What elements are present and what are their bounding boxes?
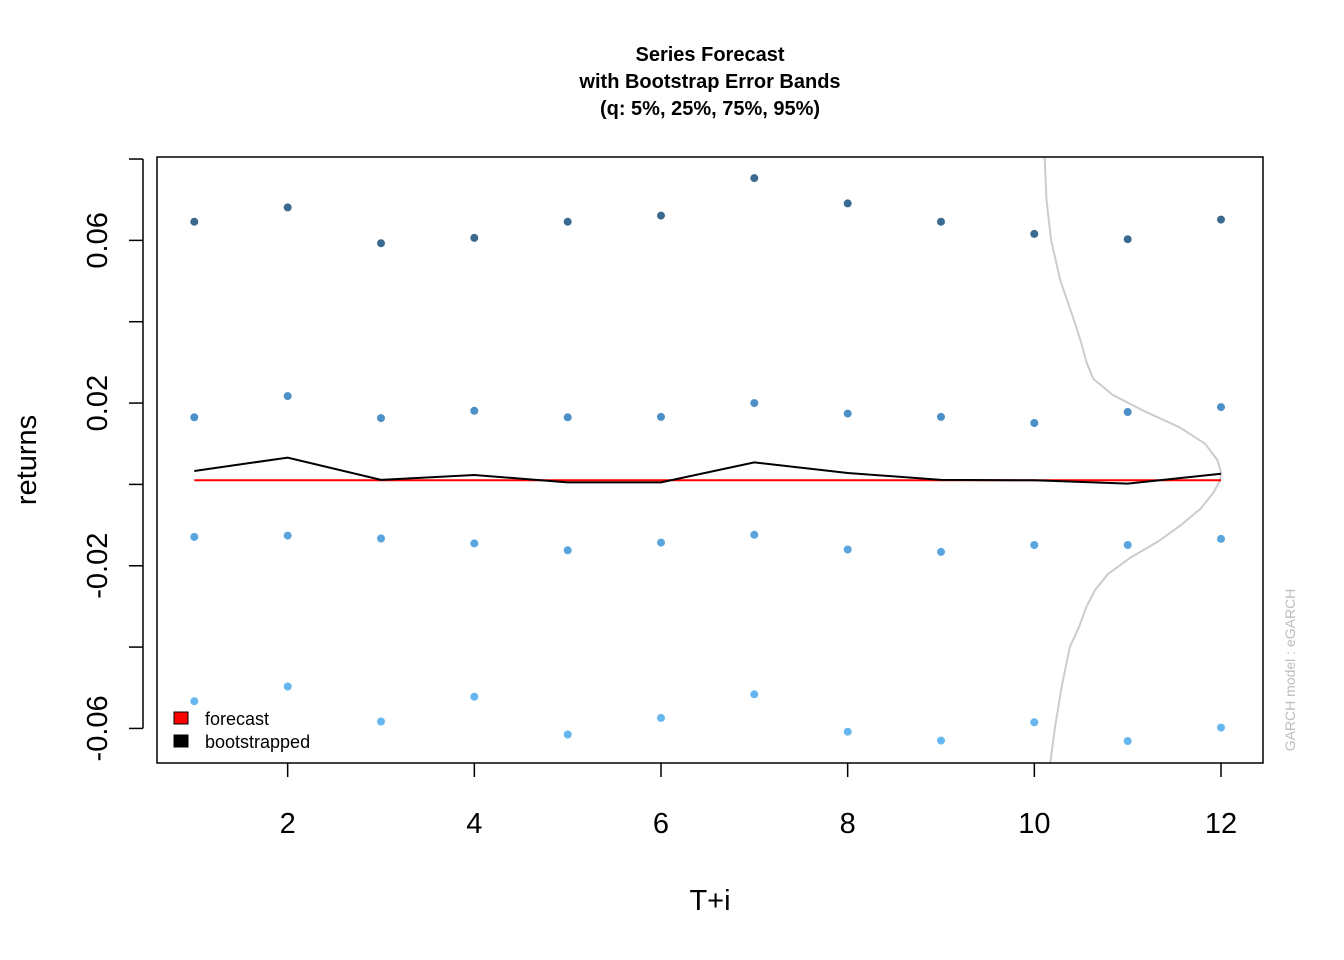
quantile-point-2-2 [283,392,292,401]
quantile-point-4-4 [470,692,479,701]
quantile-point-1-9 [937,217,945,226]
quantile-point-1-5 [563,217,572,226]
quantile-point-3-6 [657,538,665,547]
x-tick-label-2: 2 [280,808,296,840]
model-note: GARCH model : eGARCH [1282,589,1298,752]
quantile-point-2-6 [657,412,665,421]
legend-label-bootstrapped: bootstrapped [205,732,310,752]
quantile-point-2-5 [563,413,572,422]
quantile-point-3-11 [1123,541,1132,549]
x-tick-label-6: 6 [653,808,669,840]
chart-title-line-1: Series Forecast [636,44,785,66]
quantile-point-2-8 [843,409,852,418]
quantile-point-3-10 [1030,541,1039,549]
y-tick-label-6: 0.06 [82,212,114,268]
quantile-point-3-12 [1217,534,1225,543]
y-tick-label-4: 0.02 [82,375,114,431]
quantile-point-1-3 [377,239,385,248]
x-axis-title: T+i [689,885,730,917]
quantile-point-2-7 [750,399,759,408]
chart-title-line-2: with Bootstrap Error Bands [578,71,840,93]
quantile-point-4-9 [937,736,945,745]
quantile-point-2-9 [937,412,945,421]
quantile-point-4-7 [750,690,759,699]
x-tick-label-12: 12 [1205,808,1237,840]
quantile-point-3-5 [563,546,572,555]
x-tick-label-10: 10 [1018,808,1050,840]
y-tick-label-2: -0.02 [82,533,114,599]
legend-swatch-bootstrapped [173,734,189,748]
chart-title-line-3: (q: 5%, 25%, 75%, 95%) [600,98,820,120]
quantile-point-2-11 [1123,408,1132,416]
x-tick-label-8: 8 [840,808,856,840]
quantile-point-1-12 [1217,215,1225,224]
density-curve-layer [1043,156,1223,764]
quantile-point-1-4 [470,233,479,242]
quantile-point-1-1 [190,217,199,226]
quantile-point-1-10 [1030,229,1039,238]
quantile-point-4-8 [843,727,852,736]
x-tick-label-4: 4 [466,808,482,840]
y-tick-label-0: -0.06 [82,695,114,761]
quantile-point-4-12 [1217,723,1225,732]
quantile-point-2-10 [1030,419,1039,427]
quantile-point-1-6 [657,211,665,220]
series-lines-layer [194,456,1222,485]
quantile-point-4-2 [283,682,292,691]
bootstrapped-line [194,456,1222,485]
quantile-point-4-3 [377,717,385,726]
quantile-point-2-12 [1217,403,1225,412]
quantile-point-4-5 [563,730,572,739]
legend: forecast bootstrapped [173,709,310,752]
quantile-point-1-2 [283,203,292,212]
plot-frame [156,156,1264,764]
quantile-point-3-1 [190,532,199,541]
quantile-point-3-8 [843,545,852,554]
density-curve [1043,156,1223,764]
legend-swatch-forecast [173,711,189,725]
quantile-point-4-10 [1030,718,1039,727]
quantile-point-4-6 [657,713,665,722]
quantile-point-1-8 [843,199,852,208]
quantile-point-4-11 [1123,737,1132,745]
quantile-point-2-3 [377,414,385,423]
quantile-point-2-1 [190,413,199,422]
quantile-point-3-3 [377,534,385,543]
quantile-point-3-2 [283,531,292,540]
y-axis-title: returns [11,415,43,505]
quantile-point-3-4 [470,539,479,548]
quantile-point-3-7 [750,530,759,539]
quantile-point-1-7 [750,174,759,183]
quantile-point-3-9 [937,547,945,556]
x-axis: 2 4 6 8 10 12 [280,763,1237,840]
legend-label-forecast: forecast [205,709,269,729]
y-axis: -0.06 -0.02 0.02 0.06 [82,158,144,761]
quantile-point-4-1 [190,697,199,706]
chart-title: Series Forecast with Bootstrap Error Ban… [578,44,840,120]
quantile-point-2-4 [470,406,479,415]
quantile-point-1-11 [1123,235,1132,244]
quantile-points-layer [190,174,1225,745]
